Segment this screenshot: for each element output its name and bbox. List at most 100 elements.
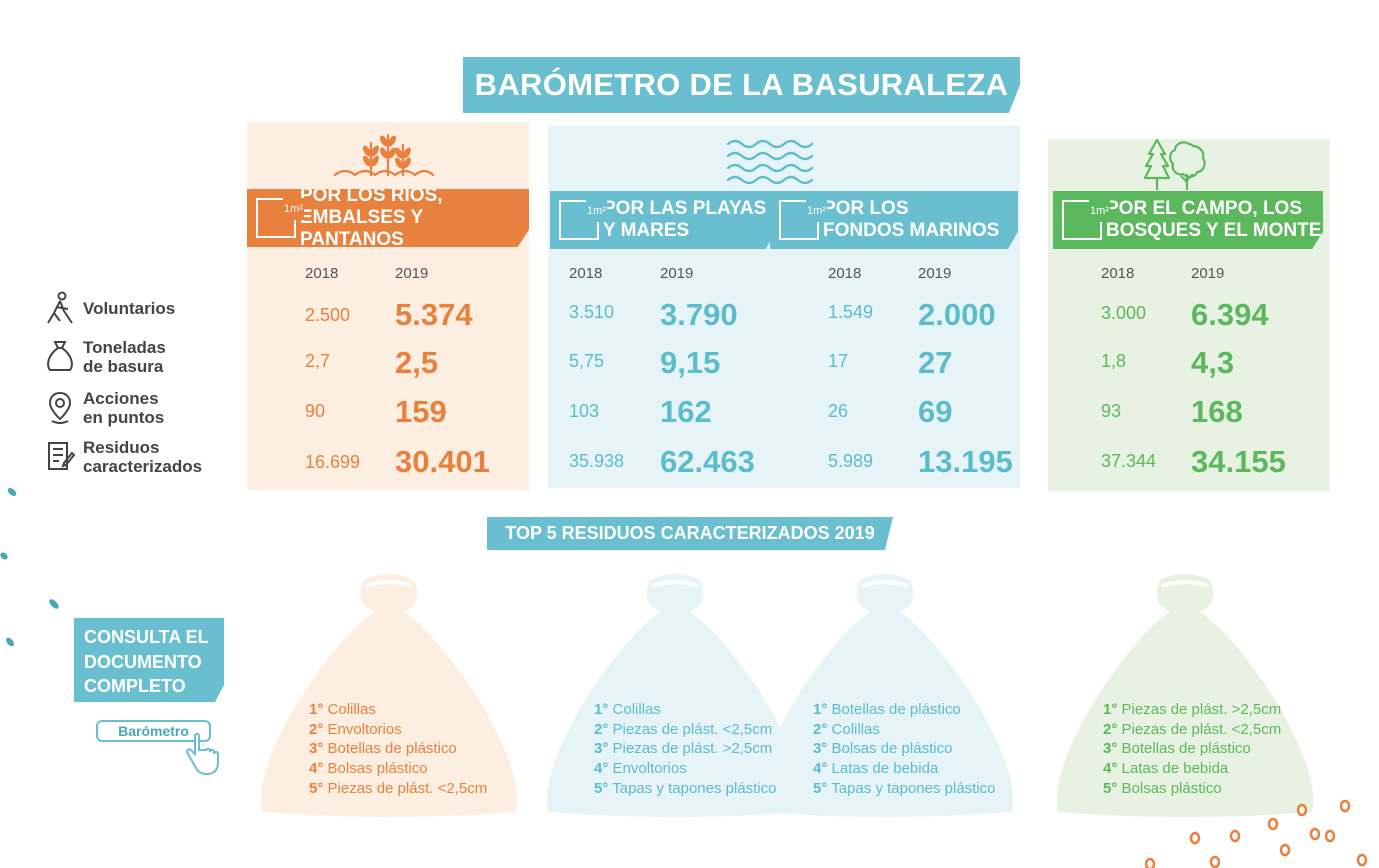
- trees-icon: [1143, 138, 1206, 190]
- year-2019: 2019: [660, 265, 694, 282]
- consulta-line: CONSULTA EL: [84, 627, 209, 647]
- header-line-2: Y MARES: [603, 220, 690, 241]
- header-line-1: POR EL CAMPO, LOS: [1106, 198, 1303, 219]
- list-item: 5° Piezas de plást. <2,5cm: [309, 779, 488, 797]
- value-2018: 16.699: [305, 452, 361, 472]
- header-line-1: POR LOS RÍOS,: [300, 185, 443, 206]
- square-meter-icon: 1m²: [779, 200, 827, 240]
- rios-header: 1m² POR LOS RÍOS, EMBALSES Y PANTANOS: [247, 189, 529, 247]
- consulta-line: COMPLETO: [84, 676, 186, 696]
- top5-title: TOP 5 RESIDUOS CARACTERIZADOS 2019: [487, 517, 893, 550]
- metric-acciones: Acciones en puntos: [83, 389, 164, 427]
- value-2019: 62.463: [660, 444, 755, 479]
- value-2018: 17: [828, 351, 849, 371]
- location-pin-icon: [48, 391, 72, 424]
- list-item: 4° Latas de bebida: [1103, 760, 1229, 778]
- value-2018: 5.989: [828, 451, 874, 471]
- value-2018: 35.938: [569, 451, 625, 471]
- value-2019: 168: [1191, 394, 1243, 429]
- year-2019: 2019: [395, 265, 429, 282]
- unit-label: 1m²: [806, 200, 827, 222]
- year-2018: 2018: [828, 265, 862, 282]
- list-item: 1° Colillas: [309, 701, 376, 718]
- rios-top5-list: 1° Colillas 2° Envoltorios 3° Botellas d…: [309, 700, 487, 799]
- metric-label-line: Toneladas: [83, 338, 166, 357]
- metric-label-line: caracterizados: [83, 457, 203, 476]
- value-2019: 3.790: [660, 297, 738, 332]
- year-2018: 2018: [1101, 265, 1135, 282]
- list-item: 3° Bolsas de plástico: [813, 740, 953, 758]
- campo-header: 1m² POR EL CAMPO, LOS BOSQUES Y EL MONTE: [1053, 191, 1323, 249]
- trash-bag-icon: [47, 341, 73, 371]
- list-item: 4° Envoltorios: [594, 760, 687, 778]
- barometro-button[interactable]: Barómetro: [96, 720, 211, 742]
- value-2019: 9,15: [660, 345, 721, 380]
- value-2019: 69: [918, 394, 953, 429]
- list-item: 1° Botellas de plástico: [813, 701, 961, 718]
- value-2018: 3.000: [1101, 303, 1147, 323]
- year-2018: 2018: [305, 265, 339, 282]
- value-2019: 2.000: [918, 297, 996, 332]
- list-item: 4° Latas de bebida: [813, 760, 939, 778]
- list-item: 3° Botellas de plástico: [309, 740, 457, 758]
- green-bag-shape: [1056, 574, 1314, 817]
- value-2018: 1,8: [1101, 351, 1127, 371]
- list-item: 2° Piezas de plást. <2,5cm: [1103, 720, 1282, 738]
- value-2019: 162: [660, 394, 712, 429]
- value-2018: 3.510: [569, 302, 615, 322]
- value-2018: 103: [569, 401, 600, 421]
- playas-fondos-panel: [548, 126, 1020, 488]
- reeds-icon: [333, 133, 435, 177]
- leaf-decoration-icon: [49, 599, 59, 609]
- value-2019: 2,5: [395, 345, 439, 380]
- list-item: 5° Tapas y tapones plástico: [813, 779, 996, 797]
- list-item: 1° Colillas: [594, 701, 661, 718]
- year-2019: 2019: [918, 265, 952, 282]
- header-line-1: POR LOS: [823, 198, 909, 219]
- metric-label-line: en puntos: [83, 408, 165, 427]
- playas-top5-list: 1° Colillas 2° Piezas de plást. <2,5cm 3…: [594, 700, 777, 799]
- unit-label: 1m²: [1089, 200, 1110, 222]
- blue-bag-shape: [546, 574, 804, 817]
- square-meter-icon: 1m²: [256, 198, 304, 238]
- list-item: 1° Piezas de plást. >2,5cm: [1103, 701, 1282, 718]
- metric-voluntarios: Voluntarios: [83, 299, 175, 318]
- value-2019: 159: [395, 394, 447, 429]
- list-item: 4° Bolsas plástico: [309, 760, 428, 778]
- value-2018: 37.344: [1101, 451, 1157, 471]
- value-2019: 13.195: [918, 444, 1013, 479]
- header-line-2: FONDOS MARINOS: [823, 220, 1000, 241]
- list-item: 5° Bolsas plástico: [1103, 779, 1222, 797]
- header-line-2: EMBALSES Y PANTANOS: [300, 207, 423, 250]
- orange-bag-shape: [260, 574, 518, 817]
- fondos-top5-list: 1° Botellas de plástico 2° Colillas 3° B…: [813, 700, 996, 799]
- value-2019: 27: [918, 345, 953, 380]
- year-2018: 2018: [569, 265, 603, 282]
- value-2019: 34.155: [1191, 444, 1286, 479]
- metric-label-line: de basura: [83, 357, 164, 376]
- value-2019: 6.394: [1191, 297, 1269, 332]
- metric-toneladas: Toneladas de basura: [83, 338, 166, 376]
- value-2018: 2,7: [305, 351, 331, 371]
- checklist-icon: [48, 442, 76, 470]
- metric-label-line: Residuos: [83, 438, 160, 457]
- hand-pointer-icon: [186, 732, 219, 776]
- campo-top5-list: 1° Piezas de plást. >2,5cm 2° Piezas de …: [1103, 700, 1281, 799]
- rios-panel: [247, 122, 529, 490]
- list-item: 5° Tapas y tapones plástico: [594, 779, 777, 797]
- consulta-line: DOCUMENTO: [84, 651, 202, 672]
- list-item: 2° Envoltorios: [309, 720, 402, 738]
- unit-label: 1m²: [283, 198, 304, 220]
- header-line-2: BOSQUES Y EL MONTE: [1106, 220, 1322, 241]
- value-2018: 5,75: [569, 351, 605, 371]
- value-2018: 90: [305, 401, 326, 421]
- metric-residuos: Residuos caracterizados: [83, 438, 202, 476]
- square-meter-icon: 1m²: [559, 200, 607, 240]
- metric-label-line: Voluntarios: [83, 299, 176, 318]
- value-2018: 26: [828, 401, 849, 421]
- value-2018: 2.500: [305, 305, 351, 325]
- list-item: 2° Piezas de plást. <2,5cm: [594, 720, 773, 738]
- list-item: 3° Piezas de plást. >2,5cm: [594, 740, 773, 758]
- metric-label-line: Acciones: [83, 389, 159, 408]
- volunteer-icon: [47, 291, 73, 324]
